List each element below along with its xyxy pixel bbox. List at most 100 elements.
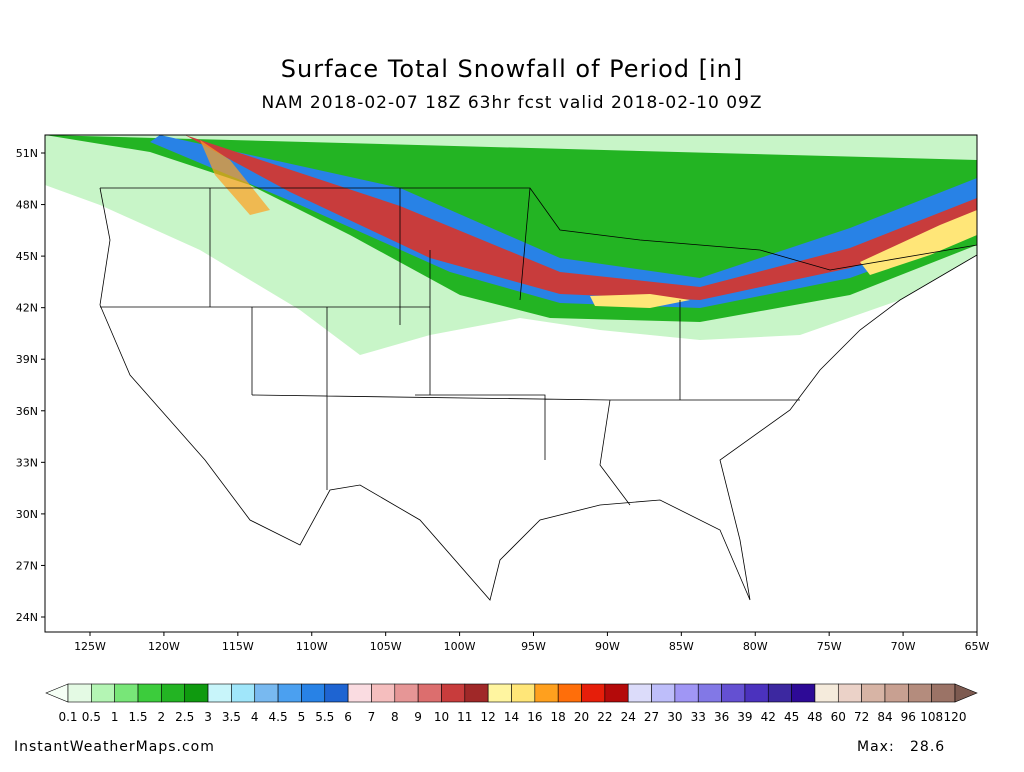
- colorbar-label: 11: [457, 710, 472, 724]
- colorbar-swatch: [674, 683, 699, 703]
- colorbar-swatch: [721, 683, 746, 703]
- colorbar-swatch: [931, 683, 956, 703]
- colorbar-label: 36: [714, 710, 729, 724]
- source: InstantWeatherMaps.com: [14, 739, 215, 755]
- colorbar-label: 2: [158, 710, 166, 724]
- colorbar-swatch: [324, 683, 349, 703]
- colorbar-swatch: [184, 683, 209, 703]
- lon-label: 115W: [222, 640, 254, 653]
- lon-label: 120W: [148, 640, 180, 653]
- colorbar-label: 27: [644, 710, 659, 724]
- colorbar-swatch: [394, 683, 419, 703]
- lon-label: 125W: [74, 640, 106, 653]
- colorbar-swatch: [137, 683, 162, 703]
- colorbar-label: 18: [551, 710, 566, 724]
- colorbar-high: [954, 683, 978, 703]
- colorbar-swatch: [301, 683, 326, 703]
- colorbar-label: 3.5: [222, 710, 241, 724]
- snow-yellow: [860, 210, 977, 275]
- colorbar-swatch: [884, 683, 909, 703]
- snow-orange: [200, 140, 270, 215]
- colorbar-swatch: [534, 683, 559, 703]
- colorbar-swatch: [814, 683, 839, 703]
- colorbar-label: 14: [504, 710, 519, 724]
- snow-yellow: [590, 294, 690, 308]
- lon-label: 70W: [891, 640, 916, 653]
- colorbar-swatch: [91, 683, 115, 703]
- colorbar-label: 16: [527, 710, 542, 724]
- map-frame: [44, 134, 978, 633]
- colorbar-label: 7: [368, 710, 376, 724]
- colorbar-label: 9: [414, 710, 422, 724]
- colorbar-label: 30: [667, 710, 682, 724]
- colorbar: 0.1 0.5 1 1.5 2 2.5 3 3.5 4 4.5 5 5.5 6 7 8 9 10 11 12 14 16…: [45, 683, 978, 724]
- colorbar-label: 60: [831, 710, 846, 724]
- colorbar-swatch: [604, 683, 629, 703]
- colorbar-swatch: [627, 683, 652, 703]
- colorbar-label: 8: [391, 710, 399, 724]
- colorbar-swatch: [651, 683, 676, 703]
- lon-label: 65W: [965, 640, 990, 653]
- colorbar-label: 33: [691, 710, 706, 724]
- colorbar-swatch: [161, 683, 186, 703]
- colorbar-label: 84: [877, 710, 892, 724]
- colorbar-swatch: [277, 683, 302, 703]
- lat-label: 27N: [16, 559, 38, 572]
- lat-label: 36N: [16, 405, 38, 418]
- colorbar-low: [45, 683, 69, 703]
- lon-label: 110W: [296, 640, 328, 653]
- lat-label: 45N: [16, 250, 38, 263]
- colorbar-label: 1.5: [128, 710, 147, 724]
- lon-label: 75W: [817, 640, 842, 653]
- colorbar-label: 96: [901, 710, 916, 724]
- colorbar-swatch: [347, 683, 372, 703]
- colorbar-label: 120: [944, 710, 967, 724]
- colorbar-label: 72: [854, 710, 869, 724]
- colorbar-label: 1: [111, 710, 119, 724]
- colorbar-label: 0.5: [82, 710, 101, 724]
- lon-label: 80W: [743, 640, 768, 653]
- colorbar-swatch: [557, 683, 582, 703]
- colorbar-swatch: [837, 683, 862, 703]
- colorbar-swatch: [417, 683, 442, 703]
- colorbar-label: 39: [737, 710, 752, 724]
- colorbar-swatch: [464, 683, 489, 703]
- colorbar-swatch: [487, 683, 512, 703]
- lon-label: 90W: [595, 640, 620, 653]
- colorbar-swatch: [371, 683, 396, 703]
- colorbar-swatch: [254, 683, 279, 703]
- colorbar-swatch: [744, 683, 769, 703]
- lat-label: 48N: [16, 199, 38, 212]
- colorbar-swatch: [581, 683, 606, 703]
- lat-label: 30N: [16, 508, 38, 521]
- map: [44, 134, 978, 633]
- colorbar-label: 10: [434, 710, 449, 724]
- colorbar-label: 108: [920, 710, 943, 724]
- colorbar-label: 2.5: [175, 710, 194, 724]
- lon-label: 85W: [669, 640, 694, 653]
- max-label: Max:: [857, 739, 895, 755]
- colorbar-swatch: [511, 683, 536, 703]
- colorbar-label: 22: [597, 710, 612, 724]
- colorbar-label: 5.5: [315, 710, 334, 724]
- colorbar-swatch: [441, 683, 466, 703]
- colorbar-label: 45: [784, 710, 799, 724]
- colorbar-label: 0.1: [58, 710, 77, 724]
- snow-blue: [150, 135, 977, 308]
- subtitle: NAM 2018-02-07 18Z 63hr fcst valid 2018-…: [262, 93, 763, 113]
- colorbar-label: 6: [344, 710, 352, 724]
- title: Surface Total Snowfall of Period [in]: [281, 55, 743, 83]
- colorbar-label: 24: [621, 710, 636, 724]
- max-value: 28.6: [910, 739, 945, 755]
- colorbar-label: 4.5: [269, 710, 288, 724]
- colorbar-swatch: [861, 683, 886, 703]
- lon-label: 100W: [444, 640, 476, 653]
- colorbar-label: 20: [574, 710, 589, 724]
- colorbar-label: 12: [481, 710, 496, 724]
- lat-label: 51N: [16, 147, 38, 160]
- colorbar-swatch: [908, 683, 932, 703]
- colorbar-label: 3: [204, 710, 212, 724]
- colorbar-swatch: [114, 683, 139, 703]
- axes: 51N 48N 45N 42N 39N 36N 33N 30N 27N 24N 125W 120W 11…: [16, 147, 990, 653]
